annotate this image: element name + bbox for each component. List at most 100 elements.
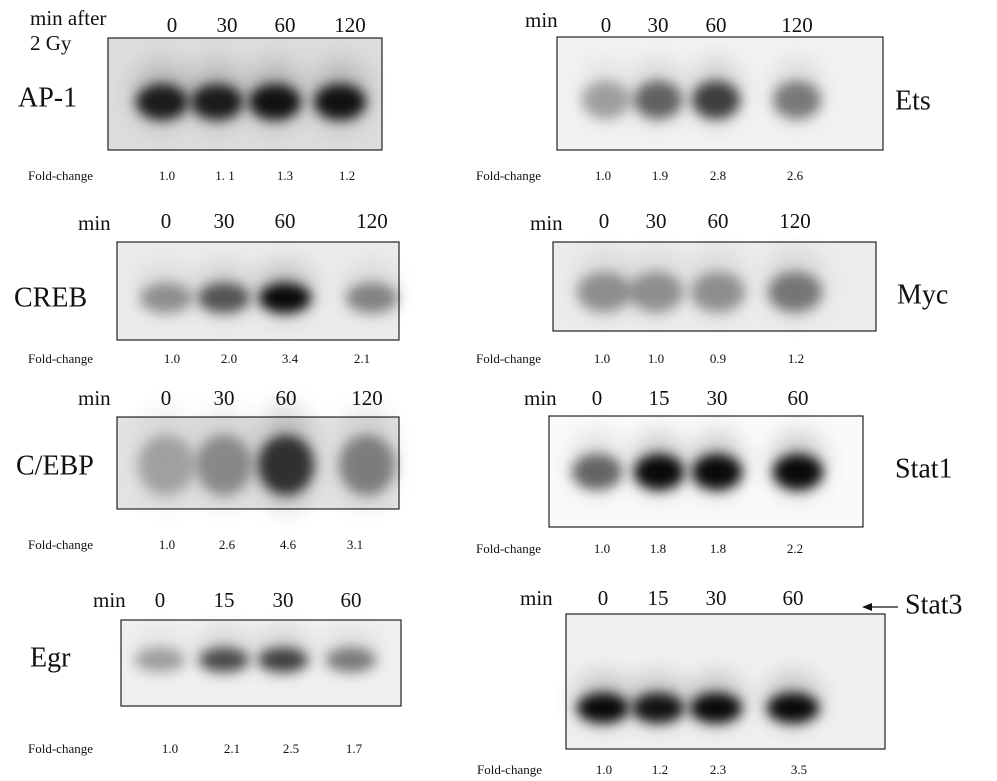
fold-change-label: Fold-change bbox=[476, 351, 541, 366]
fold-change-value: 0.9 bbox=[710, 351, 726, 366]
fold-change-value: 1.0 bbox=[595, 168, 611, 183]
time-point: 30 bbox=[273, 588, 294, 612]
band bbox=[136, 84, 188, 120]
time-point: 0 bbox=[167, 13, 178, 37]
arrow-head bbox=[862, 603, 872, 611]
fold-change-value: 1. 1 bbox=[215, 168, 235, 183]
fold-change-label: Fold-change bbox=[477, 762, 542, 777]
factor-label: C/EBP bbox=[16, 450, 94, 481]
time-header: min bbox=[520, 586, 553, 610]
band bbox=[577, 272, 631, 312]
time-point: 120 bbox=[351, 386, 383, 410]
gel-panel: min 0 30 60 120 Myc Fold-change 1.0 1.0 0.9 1.2 bbox=[476, 209, 948, 366]
fold-change-value: 1.2 bbox=[652, 762, 668, 777]
fold-change-value: 3.5 bbox=[791, 762, 807, 777]
gel-panel: min 0 30 60 120 CREB Fold-change 1.0 2.0 3.4 2.1 bbox=[14, 209, 401, 366]
fold-change-value: 1.7 bbox=[346, 741, 363, 756]
band bbox=[692, 81, 740, 119]
time-point: 30 bbox=[217, 13, 238, 37]
factor-label: Egr bbox=[30, 642, 71, 673]
band bbox=[768, 272, 822, 312]
time-header: min bbox=[93, 588, 126, 612]
band bbox=[691, 272, 745, 312]
time-point: 60 bbox=[706, 13, 727, 37]
time-header: min bbox=[78, 386, 111, 410]
fold-change-value: 2.6 bbox=[219, 537, 236, 552]
time-point: 0 bbox=[599, 209, 610, 233]
fold-change-value: 2.3 bbox=[710, 762, 726, 777]
band bbox=[632, 693, 684, 723]
band bbox=[577, 693, 629, 723]
fold-change-value: 2.5 bbox=[283, 741, 299, 756]
gel-panel: min 0 15 30 60 Stat1 Fold-change 1.0 1.8 1.8 2.2 bbox=[476, 386, 953, 556]
time-point: 0 bbox=[161, 209, 172, 233]
fold-change-value: 1.0 bbox=[162, 741, 178, 756]
band bbox=[259, 283, 311, 313]
band bbox=[138, 435, 194, 495]
fold-change-value: 1.0 bbox=[596, 762, 612, 777]
time-point: 120 bbox=[356, 209, 388, 233]
gel-panel: min 0 15 30 60 Egr Fold-change 1.0 2.1 2.5 1.7 bbox=[28, 588, 402, 756]
fold-change-label: Fold-change bbox=[28, 168, 93, 183]
band bbox=[140, 283, 192, 313]
fold-change-value: 1.2 bbox=[339, 168, 355, 183]
time-point: 15 bbox=[649, 386, 670, 410]
fold-change-value: 1.0 bbox=[164, 351, 180, 366]
band bbox=[767, 693, 819, 723]
time-header: min bbox=[78, 211, 111, 235]
time-point: 0 bbox=[592, 386, 603, 410]
band bbox=[629, 272, 683, 312]
band bbox=[572, 454, 622, 490]
time-point: 15 bbox=[214, 588, 235, 612]
time-point: 60 bbox=[708, 209, 729, 233]
band bbox=[191, 84, 243, 120]
fold-change-value: 2.6 bbox=[787, 168, 804, 183]
band bbox=[339, 435, 395, 495]
time-point: 60 bbox=[275, 13, 296, 37]
fold-change-value: 1.9 bbox=[652, 168, 668, 183]
fold-change-value: 3.1 bbox=[347, 537, 363, 552]
time-point: 60 bbox=[341, 588, 362, 612]
time-point: 120 bbox=[781, 13, 813, 37]
band bbox=[249, 84, 301, 120]
time-point: 120 bbox=[334, 13, 366, 37]
time-point: 30 bbox=[707, 386, 728, 410]
fold-change-value: 1.0 bbox=[159, 537, 175, 552]
gel-panel: min 0 30 60 120 C/EBP Fold-change 1.0 2.6 4.6 3.1 bbox=[16, 386, 400, 552]
time-point: 60 bbox=[783, 586, 804, 610]
band bbox=[690, 693, 742, 723]
fold-change-value: 4.6 bbox=[280, 537, 297, 552]
time-point: 60 bbox=[276, 386, 297, 410]
time-point: 30 bbox=[214, 209, 235, 233]
factor-label: Stat3 bbox=[905, 589, 963, 620]
band bbox=[258, 648, 308, 672]
time-point: 15 bbox=[648, 586, 669, 610]
fold-change-value: 1.8 bbox=[710, 541, 726, 556]
time-point: 30 bbox=[648, 13, 669, 37]
factor-label: AP-1 bbox=[18, 82, 77, 113]
factor-label: Ets bbox=[895, 85, 931, 116]
band bbox=[135, 648, 185, 672]
band bbox=[199, 648, 249, 672]
time-point: 60 bbox=[275, 209, 296, 233]
fold-change-value: 2.1 bbox=[224, 741, 240, 756]
fold-change-value: 1.0 bbox=[648, 351, 664, 366]
time-point: 0 bbox=[161, 386, 172, 410]
factor-label: Myc bbox=[897, 279, 948, 310]
fold-change-value: 2.8 bbox=[710, 168, 726, 183]
band bbox=[326, 648, 376, 672]
band bbox=[634, 81, 682, 119]
fold-change-label: Fold-change bbox=[28, 537, 93, 552]
fold-change-value: 1.0 bbox=[594, 351, 610, 366]
time-point: 120 bbox=[779, 209, 811, 233]
gel-panel: min 0 15 30 60 Stat3 Fold-change 1.0 1.2 2.3 3.5 bbox=[477, 586, 963, 777]
time-header: min bbox=[525, 8, 558, 32]
time-point: 60 bbox=[788, 386, 809, 410]
time-header: min bbox=[530, 211, 563, 235]
fold-change-value: 2.2 bbox=[787, 541, 803, 556]
band bbox=[773, 454, 823, 490]
time-header: min after bbox=[30, 6, 106, 30]
fold-change-value: 1.0 bbox=[594, 541, 610, 556]
